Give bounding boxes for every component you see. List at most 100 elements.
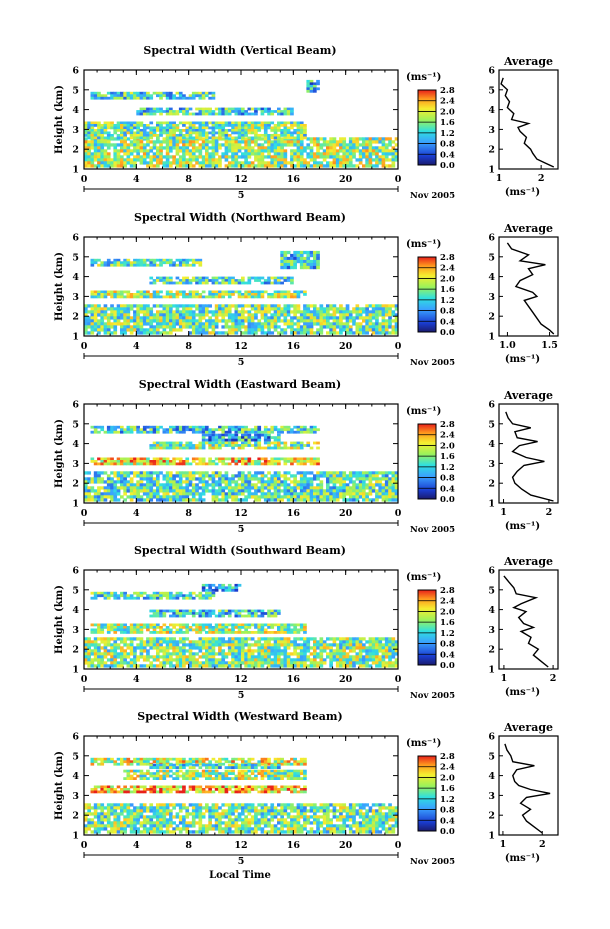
heatmap-cell: [306, 480, 311, 484]
heatmap-cell: [224, 480, 229, 484]
heatmap-cell: [149, 310, 154, 314]
heatmap-cell: [221, 489, 226, 493]
heatmap-cell: [352, 498, 356, 502]
heatmap-cell: [100, 480, 105, 484]
heatmap-cell: [123, 290, 127, 294]
heatmap-cell: [303, 313, 307, 317]
heatmap-cell: [129, 164, 134, 168]
heatmap-cell: [139, 489, 144, 493]
heatmap-cell: [162, 477, 167, 481]
heatmap-cell: [110, 322, 114, 326]
heatmap-cell: [309, 486, 314, 490]
heatmap-cell: [129, 152, 134, 156]
heatmap-cell: [345, 331, 350, 335]
heatmap-cell: [371, 489, 376, 493]
heatmap-cell: [224, 140, 229, 144]
heatmap-cell: [123, 316, 127, 320]
heatmap-cell: [378, 486, 383, 490]
heatmap-cell: [260, 121, 265, 125]
heatmap-cell: [169, 640, 173, 644]
heatmap-cell: [326, 489, 330, 493]
heatmap-cell: [309, 428, 314, 432]
heatmap-cell: [142, 471, 147, 475]
heatmap-cell: [218, 498, 222, 502]
heatmap-cell: [277, 129, 281, 132]
heatmap-cell: [221, 279, 226, 282]
heatmap-cell: [257, 637, 262, 641]
heatmap-cell: [188, 136, 193, 140]
heatmap-cell: [198, 124, 203, 127]
heatmap-cell: [303, 480, 307, 484]
heatmap-cell: [345, 161, 350, 165]
heatmap-cell: [309, 79, 314, 83]
heatmap-cell: [129, 425, 134, 429]
heatmap-cell: [237, 471, 242, 475]
heatmap-cell: [165, 304, 170, 308]
heatmap-cell: [332, 474, 337, 478]
heatmap-cell: [195, 293, 199, 296]
heatmap-cell: [87, 319, 91, 323]
heatmap-cell: [90, 322, 95, 326]
heatmap-cell: [139, 121, 144, 125]
heatmap-cell: [126, 328, 131, 332]
heatmap-cell: [142, 131, 147, 135]
heatmap-cell: [231, 495, 235, 499]
heatmap-cell: [221, 121, 226, 125]
heatmap-cell: [299, 457, 304, 461]
heatmap-cell: [152, 126, 157, 130]
heatmap-cell: [162, 486, 167, 490]
heatmap-cell: [93, 480, 98, 484]
heatmap-cell: [319, 137, 324, 141]
heatmap-cell: [339, 331, 343, 335]
heatmap-cell: [241, 428, 245, 432]
heatmap-cell: [126, 489, 131, 493]
heatmap-cell: [218, 281, 222, 285]
heatmap-cell: [345, 149, 350, 153]
heatmap-cell: [293, 293, 297, 296]
heatmap-cell: [195, 107, 199, 111]
heatmap-cell: [371, 140, 376, 144]
heatmap-cell: [293, 164, 297, 168]
heatmap-cell: [146, 149, 150, 153]
heatmap-cell: [221, 658, 226, 662]
heatmap-cell: [146, 430, 150, 434]
heatmap-cell: [384, 480, 389, 484]
heatmap-cell: [241, 331, 245, 335]
heatmap-cell: [329, 498, 333, 502]
heatmap-cell: [224, 477, 229, 481]
heatmap-cell: [234, 430, 239, 434]
heatmap-cell: [234, 322, 239, 326]
heatmap-cell: [358, 471, 363, 475]
heatmap-cell: [293, 658, 297, 662]
heatmap-cell: [394, 143, 399, 147]
heatmap-cell: [93, 293, 98, 296]
average-y-tick-label: 6: [488, 233, 495, 244]
heatmap-cell: [277, 110, 281, 113]
heatmap-cell: [214, 304, 219, 308]
heatmap-cell: [211, 149, 216, 153]
heatmap-cell: [175, 110, 180, 113]
heatmap-cell: [286, 259, 291, 264]
heatmap-cell: [188, 425, 193, 429]
heatmap-cell: [156, 495, 160, 499]
heatmap-cell: [214, 495, 219, 499]
heatmap-cell: [277, 331, 281, 335]
heatmap-cell: [97, 646, 101, 650]
heatmap-cell: [263, 322, 268, 326]
heatmap-cell: [277, 310, 281, 314]
heatmap-cell: [188, 107, 193, 111]
heatmap-cell: [267, 433, 271, 437]
heatmap-cell: [326, 161, 330, 165]
colorbar-tick-label: 0.0: [440, 328, 455, 338]
heatmap-cell: [283, 474, 288, 478]
heatmap-cell: [178, 471, 183, 475]
heatmap-cell: [178, 646, 183, 650]
heatmap-cell: [185, 474, 190, 478]
heatmap-cell: [113, 495, 118, 499]
heatmap-cell: [254, 124, 258, 127]
heatmap-cell: [191, 643, 196, 647]
heatmap-cell: [267, 121, 271, 125]
heatmap-cell: [384, 152, 389, 156]
heatmap-cell: [218, 637, 222, 641]
heatmap-cell: [175, 425, 180, 429]
